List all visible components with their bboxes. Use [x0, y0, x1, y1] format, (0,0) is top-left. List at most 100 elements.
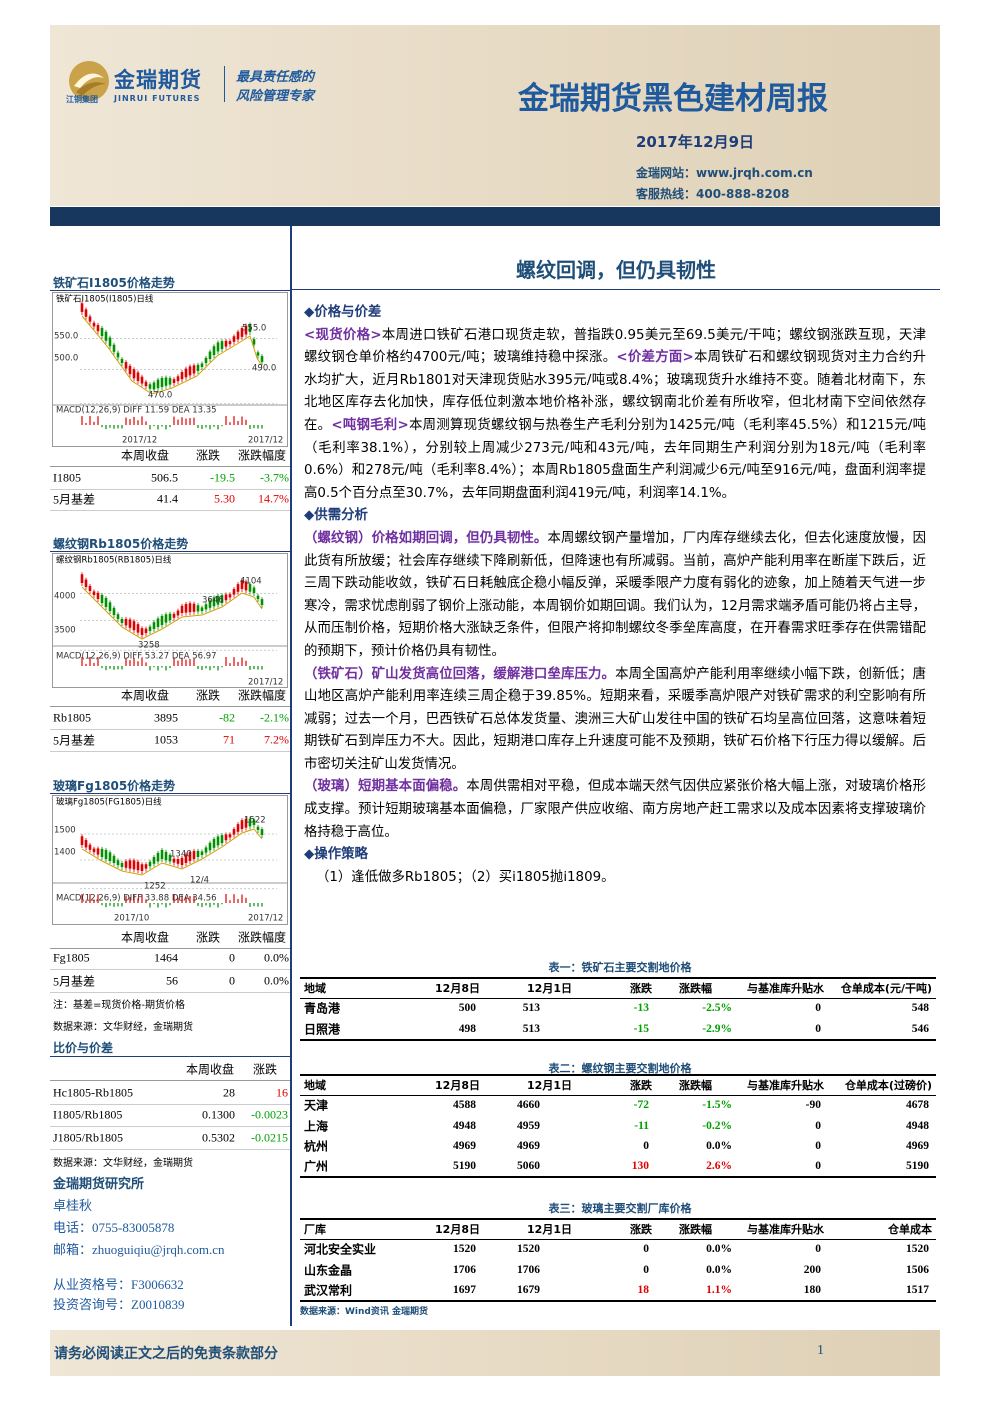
candle-body [208, 351, 212, 359]
candle-body [240, 580, 244, 589]
table-rule [50, 948, 290, 949]
table-cell: 0.5302 [202, 1130, 235, 1145]
chart-label: 1400 [54, 848, 76, 858]
title-rule [50, 793, 290, 794]
note: 数据来源：文华财经，金瑞期货 [53, 1022, 193, 1033]
candle-body [180, 372, 184, 380]
candle-body [200, 851, 204, 855]
candle-body [216, 342, 220, 352]
headline-rule [292, 289, 940, 290]
table-rule [50, 1126, 290, 1127]
table-cell: 41.4 [157, 491, 178, 506]
candle-body [228, 341, 232, 345]
logo-name: 金瑞期货 [114, 68, 202, 92]
candle-body [180, 605, 184, 613]
candle-body [260, 356, 264, 362]
candle-body [192, 365, 196, 374]
table-cell: 5190 [453, 1160, 476, 1173]
chart-label: 铁矿石I1805(I1805)日线 [56, 294, 154, 305]
text-run: 本周测算现货螺纹钢与热卷生产毛利分别为1425元/吨（毛利率45.5%）和121… [304, 417, 926, 501]
paragraph: （铁矿石）矿山发货高位回落，缓解港口垒库压力。本周全国高炉产能利用率继续小幅下跌… [304, 664, 926, 777]
table-cell: J1805/Rb1805 [53, 1130, 124, 1145]
candle-body [204, 847, 208, 853]
table-cell: 1053 [154, 732, 178, 747]
table-header: 本周收盘 [120, 688, 170, 703]
table-header: 仓单成本(过磅价) [844, 1079, 932, 1092]
candle-body [256, 352, 260, 356]
table-header: 涨跌幅度 [237, 448, 287, 463]
hotline: 客服热线：400-888-8208 [636, 187, 790, 201]
table-header: 涨跌幅度 [237, 688, 287, 703]
candle-body [184, 854, 188, 863]
title-rule [50, 1056, 290, 1057]
candle-body [188, 852, 192, 861]
candle-body [184, 603, 188, 613]
chart-label: 470.0 [148, 391, 172, 401]
table-cell: 5.30 [214, 491, 235, 506]
paragraph: （螺纹钢）价格如期回调，但仍具韧性。本周螺纹钢产量增加，厂内库存继续去化，但去化… [304, 528, 926, 664]
candle-body [204, 604, 208, 610]
candle-body [140, 376, 144, 384]
candle-body [200, 607, 204, 611]
candle-body [252, 819, 256, 825]
table-cell: 0 [815, 1002, 821, 1015]
chart-label: 3500 [54, 626, 76, 636]
table-cell: 1464 [154, 950, 178, 965]
section-heading: ◆供需分析 [304, 508, 368, 524]
table-title: 表一：铁矿石主要交割地价格 [548, 961, 692, 974]
table-rule [300, 998, 936, 999]
candle-body [92, 322, 96, 327]
candle-body [220, 835, 224, 843]
candle-body [112, 855, 116, 863]
table-header: 与基准库升贴水 [747, 1223, 824, 1236]
candle-body [160, 616, 164, 625]
note: 注：基差=现货价格-期货价格 [53, 1000, 185, 1011]
table-cell: 180 [803, 1283, 821, 1296]
table-cell: I1805 [53, 470, 81, 485]
table-cell: 0.0% [706, 1243, 732, 1256]
chart-label: 2017/10 [114, 914, 149, 924]
table-cell: 杭州 [304, 1139, 329, 1154]
table-cell: 0 [815, 1139, 821, 1152]
note: 数据来源：文华财经，金瑞期货 [53, 1158, 193, 1169]
contact-email: 邮箱：zhuoguiqiu@jrqh.com.cn [53, 1242, 225, 1257]
table-rule [50, 992, 290, 993]
table-header: 12月8日 [435, 982, 480, 995]
table-cell: Hc1805-Rb1805 [53, 1085, 133, 1100]
mini-chart: 玻璃Fg1805(FG1805)日线 1500 1400 1522 1340 1252 12… [52, 795, 288, 925]
candle-body [240, 820, 244, 829]
table-source: 数据来源：Wind资讯 金瑞期货 [300, 1307, 428, 1317]
table-cell: 1520 [517, 1243, 540, 1256]
text-run: 本周铁矿石和螺纹钢现货对主力合约升水均扩大，近月Rb1801对天津现货贴水395… [304, 350, 926, 433]
table-header: 涨跌 [195, 930, 221, 945]
chart-label: 4000 [54, 592, 76, 602]
chart-label: 1500 [54, 826, 76, 836]
candle-body [248, 818, 252, 827]
table-cell: -2.5% [702, 1002, 732, 1015]
candle-body [256, 826, 260, 830]
highlight: <价差方面> [616, 350, 694, 366]
candle-body [172, 613, 176, 618]
report-date: 2017年12月9日 [636, 133, 755, 151]
table-cell: 1517 [906, 1283, 929, 1296]
chart-label: 玻璃Fg1805(FG1805)日线 [56, 797, 162, 808]
candle-body [232, 336, 236, 342]
candle-body [232, 829, 236, 835]
candle-body [236, 824, 240, 832]
header-bar [50, 207, 940, 226]
table-header: 12月1日 [527, 1223, 572, 1236]
candle-body [84, 579, 88, 587]
candle-body [188, 603, 192, 613]
table-cell: -0.0215 [251, 1130, 288, 1145]
logo-group: 江铜集团 [66, 95, 98, 104]
table-cell: 0 [815, 1022, 821, 1035]
table-cell: 天津 [304, 1098, 329, 1113]
table-cell: 0 [643, 1243, 649, 1256]
candle-body [236, 584, 240, 592]
table-bottom-rule [300, 1176, 936, 1179]
footer-band [50, 1330, 940, 1376]
candle-body [80, 574, 84, 583]
table-header: 涨跌 [630, 1079, 652, 1092]
page-number: 1 [817, 1343, 824, 1358]
table-cell: 0.0% [264, 950, 289, 965]
